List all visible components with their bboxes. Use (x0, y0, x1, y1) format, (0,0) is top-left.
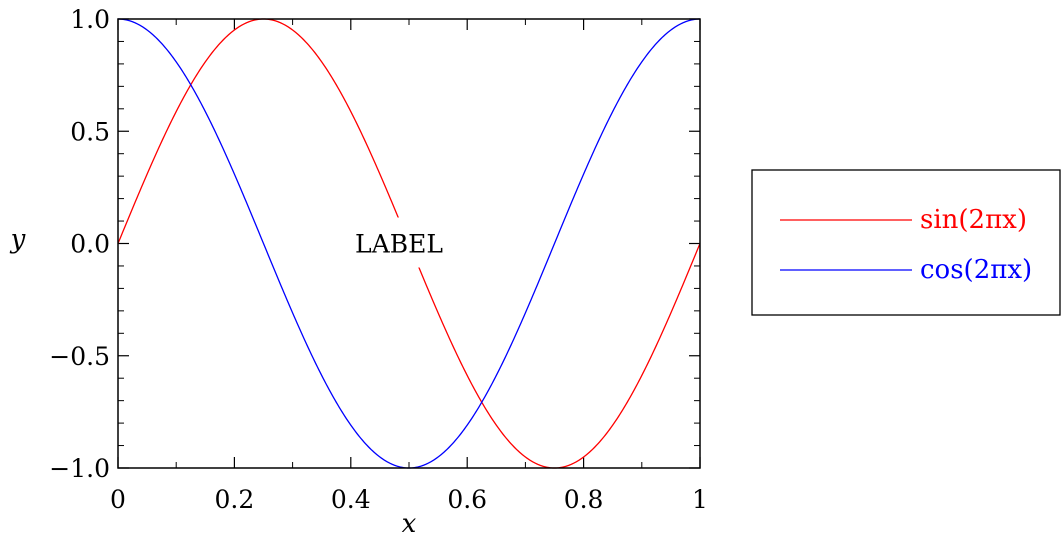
x-axis-label: x (402, 509, 417, 538)
legend: sin(2πx) cos(2πx) (751, 169, 1061, 316)
x-tick-label: 1 (692, 485, 708, 514)
y-axis-label: y (10, 225, 26, 255)
legend-label: sin(2πx) (920, 205, 1027, 235)
x-tick-label: 0.8 (564, 485, 604, 514)
x-tick-label: 0.2 (215, 485, 255, 514)
plot-frame (117, 18, 701, 469)
y-tick-label: 0.0 (70, 230, 110, 259)
legend-label: cos(2πx) (920, 255, 1032, 285)
annotation-label: LABEL (355, 230, 443, 259)
y-tick-label: 1.0 (70, 5, 110, 34)
y-tick-label: 0.5 (70, 117, 110, 146)
y-tick-label: −0.5 (49, 342, 110, 371)
annotation-background (341, 217, 457, 268)
legend-box (751, 169, 1061, 316)
tick-labels: 0 0.2 0.4 0.6 0.8 1 −1.0 −0.5 0.0 0.5 1.0 (49, 5, 708, 514)
x-tick-label: 0.6 (447, 485, 487, 514)
x-tick-label: 0 (110, 485, 126, 514)
y-tick-label: −1.0 (49, 454, 110, 483)
annotations: LABEL (341, 217, 457, 268)
x-tick-label: 0.4 (331, 485, 371, 514)
